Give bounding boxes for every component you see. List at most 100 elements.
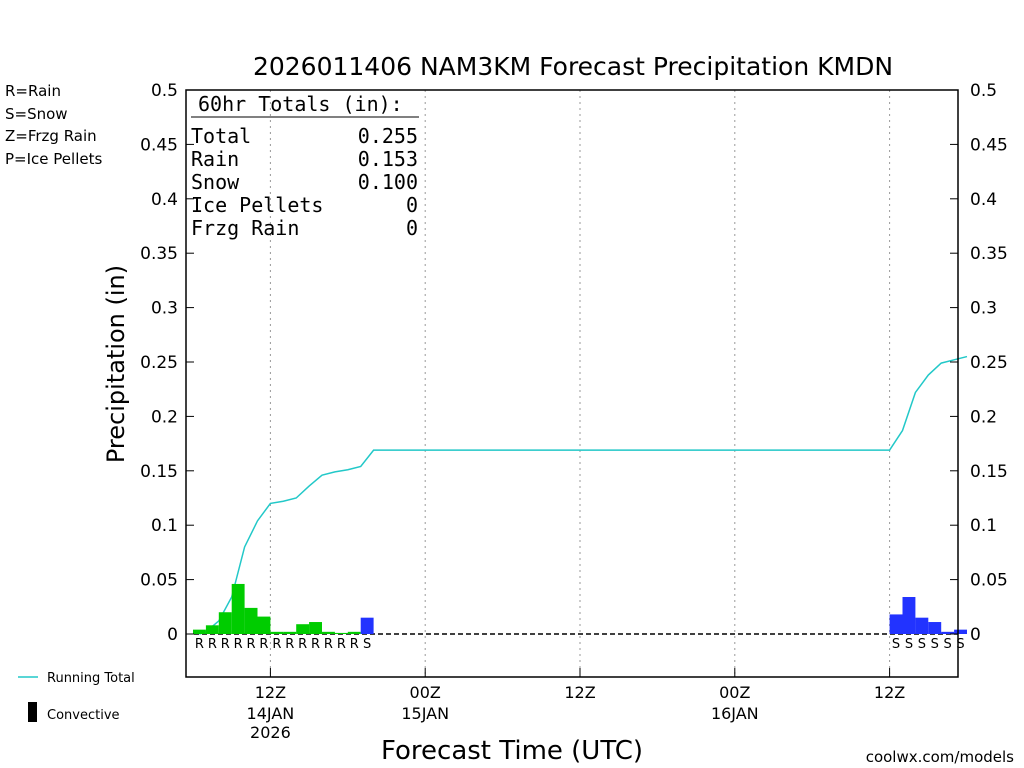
y-tick-label-left-7: 0.35 bbox=[140, 244, 178, 264]
y-tick-label-right-1: 0.05 bbox=[970, 571, 1008, 591]
running-total-legend-label: Running Total bbox=[47, 671, 135, 686]
rain-bar-6 bbox=[270, 631, 284, 634]
snow-bar-3 bbox=[915, 617, 929, 634]
rain-type-letter-3: R bbox=[234, 637, 243, 652]
x-tick-label-1: 00Z bbox=[410, 683, 441, 702]
rain-type-letter-0: R bbox=[195, 637, 204, 652]
totals-header: 60hr Totals (in): bbox=[198, 92, 403, 116]
y-tick-label-right-10: 0.5 bbox=[970, 81, 997, 101]
y-tick-label-right-0: 0 bbox=[970, 625, 981, 645]
precip-bars bbox=[193, 583, 967, 634]
rain-bar-10 bbox=[322, 631, 335, 634]
rain-bar-0 bbox=[193, 629, 206, 634]
totals-label-0: Total bbox=[191, 124, 251, 148]
y-tick-label-left-10: 0.5 bbox=[151, 81, 178, 101]
totals-label-2: Snow bbox=[191, 170, 240, 194]
rain-type-letter-4: R bbox=[247, 637, 256, 652]
chart-title: 2026011406 NAM3KM Forecast Precipitation… bbox=[253, 52, 893, 81]
rain-type-letter-5: R bbox=[259, 637, 268, 652]
y-tick-label-left-4: 0.2 bbox=[151, 407, 178, 427]
snow-bar-1 bbox=[889, 614, 903, 634]
y-tick-label-left-2: 0.1 bbox=[151, 516, 178, 536]
snow-bar-2 bbox=[902, 597, 916, 634]
totals-value-0: 0.255 bbox=[358, 124, 418, 148]
y-axis-right: 0 0.05 0.1 0.15 0.2 0.25 0.3 0.35 0.4 0.45 0.5 bbox=[950, 81, 1008, 645]
rain-type-letter-12: R bbox=[350, 637, 359, 652]
x-tick-year-0: 2026 bbox=[250, 723, 291, 742]
legend-rain: R=Rain bbox=[5, 82, 61, 100]
y-tick-label-right-7: 0.35 bbox=[970, 244, 1008, 264]
legend-frzg-rain: Z=Frzg Rain bbox=[5, 127, 97, 145]
snow-bar-4 bbox=[928, 622, 942, 634]
y-tick-label-left-6: 0.3 bbox=[151, 299, 178, 319]
totals-value-3: 0 bbox=[406, 193, 418, 217]
totals-value-4: 0 bbox=[406, 216, 418, 240]
y-axis-label: Precipitation (in) bbox=[102, 265, 130, 463]
snow-type-letter-1: S bbox=[892, 637, 900, 652]
y-tick-label-left-0: 0 bbox=[167, 625, 178, 645]
convective-legend-swatch bbox=[28, 702, 37, 722]
rain-bar-9 bbox=[309, 622, 322, 634]
convective-legend-label: Convective bbox=[47, 708, 120, 723]
y-tick-label-left-5: 0.25 bbox=[140, 353, 178, 373]
y-tick-label-left-3: 0.15 bbox=[140, 462, 178, 482]
y-tick-label-right-6: 0.3 bbox=[970, 299, 997, 319]
x-tick-label-4: 12Z bbox=[874, 683, 905, 702]
rain-bar-8 bbox=[296, 624, 310, 634]
legend-ice-pellets: P=Ice Pellets bbox=[5, 150, 102, 168]
rain-bar-4 bbox=[244, 607, 258, 634]
totals-value-2: 0.100 bbox=[358, 170, 418, 194]
legend-snow: S=Snow bbox=[5, 105, 68, 123]
x-tick-date-3: 16JAN bbox=[711, 704, 759, 723]
totals-value-1: 0.153 bbox=[358, 147, 418, 171]
y-tick-label-left-1: 0.05 bbox=[140, 571, 178, 591]
rain-bar-1 bbox=[205, 625, 219, 634]
running-total-line bbox=[199, 355, 968, 635]
x-tick-label-3: 00Z bbox=[719, 683, 750, 702]
x-tick-label-0: 12Z bbox=[255, 683, 286, 702]
rain-type-letter-2: R bbox=[221, 637, 230, 652]
rain-type-letter-7: R bbox=[285, 637, 294, 652]
rain-type-letter-9: R bbox=[311, 637, 320, 652]
y-tick-label-right-8: 0.4 bbox=[970, 190, 997, 210]
totals-box: 60hr Totals (in): Total 0.255 Rain 0.153 Sno… bbox=[191, 92, 419, 240]
rain-bar-3 bbox=[231, 583, 245, 634]
snow-type-letter-6: S bbox=[956, 637, 964, 652]
rain-bar-12 bbox=[347, 631, 361, 634]
totals-label-3: Ice Pellets bbox=[191, 193, 323, 217]
y-tick-label-right-5: 0.25 bbox=[970, 353, 1008, 373]
x-axis-label: Forecast Time (UTC) bbox=[381, 736, 643, 766]
x-tick-date-1: 15JAN bbox=[401, 704, 449, 723]
totals-label-4: Frzg Rain bbox=[191, 216, 299, 240]
y-tick-label-left-9: 0.45 bbox=[140, 135, 178, 155]
x-tick-date-0: 14JAN bbox=[247, 704, 295, 723]
bottom-legend: Running Total Convective bbox=[18, 671, 135, 723]
y-tick-label-right-2: 0.1 bbox=[970, 516, 997, 536]
rain-type-letter-6: R bbox=[272, 637, 281, 652]
rain-type-letter-11: R bbox=[337, 637, 346, 652]
y-tick-label-right-9: 0.45 bbox=[970, 135, 1008, 155]
rain-type-letter-8: R bbox=[298, 637, 307, 652]
snow-bar-5 bbox=[941, 631, 955, 634]
y-tick-label-right-4: 0.2 bbox=[970, 407, 997, 427]
snow-type-letter-2: S bbox=[905, 637, 913, 652]
rain-type-letter-10: R bbox=[324, 637, 333, 652]
rain-type-letter-1: R bbox=[208, 637, 217, 652]
y-tick-label-right-3: 0.15 bbox=[970, 462, 1008, 482]
plot-frame bbox=[185, 89, 959, 678]
grid-lines bbox=[269, 90, 891, 677]
snow-type-letter-4: S bbox=[931, 637, 939, 652]
running-total-polyline bbox=[199, 355, 968, 635]
snow-bar-0 bbox=[360, 617, 374, 634]
snow-type-letter-0: S bbox=[363, 637, 371, 652]
footer-credit: coolwx.com/models bbox=[866, 748, 1014, 766]
snow-bar-6 bbox=[954, 629, 967, 634]
snow-type-letter-5: S bbox=[944, 637, 952, 652]
rain-bar-5 bbox=[257, 616, 271, 634]
x-tick-label-2: 12Z bbox=[564, 683, 595, 702]
snow-type-letter-3: S bbox=[918, 637, 926, 652]
y-axis-left: 0 0.05 0.1 0.15 0.2 0.25 0.3 0.35 0.4 0.45 0.5 bbox=[140, 81, 194, 645]
